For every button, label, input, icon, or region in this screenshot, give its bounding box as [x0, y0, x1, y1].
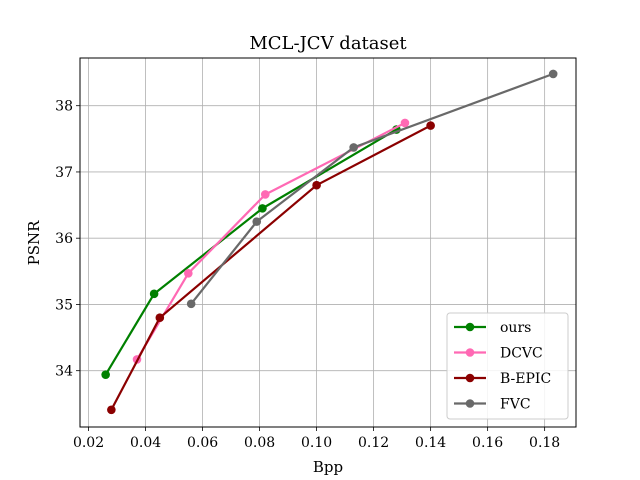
series-lines [101, 69, 558, 415]
plot-frame [79, 57, 577, 428]
legend-label: ours [500, 320, 531, 336]
legend-label: DCVC [500, 346, 543, 362]
legend-box [446, 312, 569, 420]
legend-item: DCVC [454, 346, 543, 362]
data-point [155, 313, 165, 322]
data-point [184, 269, 193, 278]
x-tick-label: 0.06 [187, 435, 218, 451]
data-point [101, 370, 110, 379]
series-line [190, 72, 554, 305]
x-tick-label: 0.18 [529, 435, 560, 451]
legend: ours DCVC B-EPIC FVC [446, 312, 569, 420]
legend-marker [465, 373, 475, 383]
x-tick-label: 0.10 [301, 435, 332, 451]
series-fvc [186, 69, 558, 309]
x-tick-label: 0.16 [472, 435, 503, 451]
data-point [312, 180, 321, 190]
y-axis-label: PSNR [25, 220, 43, 265]
series-dcvc [132, 118, 410, 364]
series-line [136, 121, 406, 360]
data-point [107, 405, 116, 415]
x-axis-label: Bpp [313, 458, 343, 476]
y-tick-label: 35 [55, 297, 73, 313]
data-point [149, 289, 159, 299]
data-point [260, 190, 270, 199]
data-point [400, 118, 410, 128]
x-tick-label: 0.04 [130, 435, 161, 451]
y-tick-label: 36 [55, 231, 73, 247]
series-ours [101, 125, 401, 379]
legend-marker [465, 348, 475, 357]
x-tick-label: 0.12 [358, 435, 389, 451]
data-point [258, 204, 267, 213]
y-tick-label: 37 [55, 165, 73, 181]
legend-item: ours [454, 320, 531, 336]
series-line [110, 124, 432, 411]
series-b-epic [107, 121, 435, 415]
y-tick-label: 38 [55, 99, 73, 115]
x-tick-label: 0.08 [244, 435, 275, 451]
x-tick-label: 0.02 [73, 435, 104, 451]
data-point [186, 299, 196, 309]
data-point [548, 69, 558, 79]
legend-item: FVC [454, 397, 531, 413]
grid-lines [80, 58, 576, 427]
legend-marker [465, 399, 475, 408]
legend-item: B-EPIC [454, 371, 551, 387]
data-point [349, 143, 358, 152]
data-point [252, 217, 262, 226]
y-tick-label: 34 [55, 364, 73, 380]
data-point [426, 121, 435, 130]
axis-ticks: 0.02 0.04 0.06 0.08 0.10 0.12 0.14 0.16 0.18 34 35… [55, 99, 560, 451]
chart-title: MCL-JCV dataset [249, 33, 407, 54]
series-line [104, 128, 397, 376]
legend-label: FVC [500, 397, 531, 413]
x-tick-label: 0.14 [415, 435, 446, 451]
legend-marker [465, 322, 475, 332]
legend-label: B-EPIC [500, 371, 551, 387]
